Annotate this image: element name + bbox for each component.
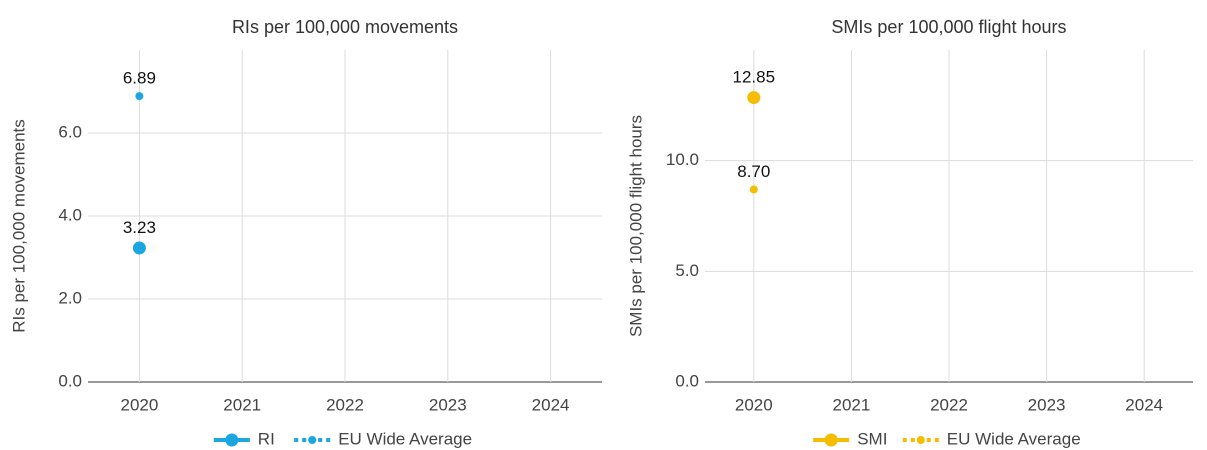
value-label: 8.70: [737, 162, 770, 181]
x-tick-label: 2022: [326, 395, 364, 414]
x-tick-label: 2020: [120, 395, 158, 414]
x-tick-label: 2024: [1125, 395, 1163, 414]
chart-title: RIs per 100,000 movements: [232, 17, 458, 37]
data-point: [135, 92, 144, 101]
y-tick-label: 4.0: [58, 205, 82, 224]
x-tick-label: 2021: [223, 395, 261, 414]
y-tick-label: 5.0: [675, 261, 699, 280]
x-tick-label: 2023: [429, 395, 467, 414]
x-tick-label: 2023: [1028, 395, 1066, 414]
y-tick-label: 0.0: [58, 371, 82, 390]
y-axis-title: SMIs per 100,000 flight hours: [626, 115, 645, 337]
legend-marker: [824, 433, 838, 447]
y-tick-label: 10.0: [666, 150, 699, 169]
data-point: [749, 185, 758, 194]
legend-label: SMI: [857, 429, 887, 448]
legend-label: RI: [258, 429, 275, 448]
x-tick-label: 2020: [735, 395, 773, 414]
legend-label: EU Wide Average: [338, 429, 472, 448]
x-tick-label: 2021: [832, 395, 870, 414]
y-tick-label: 6.0: [58, 122, 82, 141]
y-tick-label: 0.0: [675, 371, 699, 390]
x-tick-label: 2024: [532, 395, 570, 414]
legend-marker: [308, 436, 317, 444]
chart-title: SMIs per 100,000 flight hours: [831, 17, 1066, 37]
legend-label: EU Wide Average: [947, 429, 1081, 448]
legend-marker: [916, 436, 925, 444]
value-label: 3.23: [123, 218, 156, 237]
data-point: [747, 91, 761, 105]
legend-marker: [225, 433, 239, 447]
y-tick-label: 2.0: [58, 288, 82, 307]
data-point: [132, 241, 146, 255]
x-tick-label: 2022: [930, 395, 968, 414]
y-axis-title: RIs per 100,000 movements: [9, 119, 28, 333]
value-label: 12.85: [733, 68, 776, 87]
value-label: 6.89: [123, 69, 156, 88]
